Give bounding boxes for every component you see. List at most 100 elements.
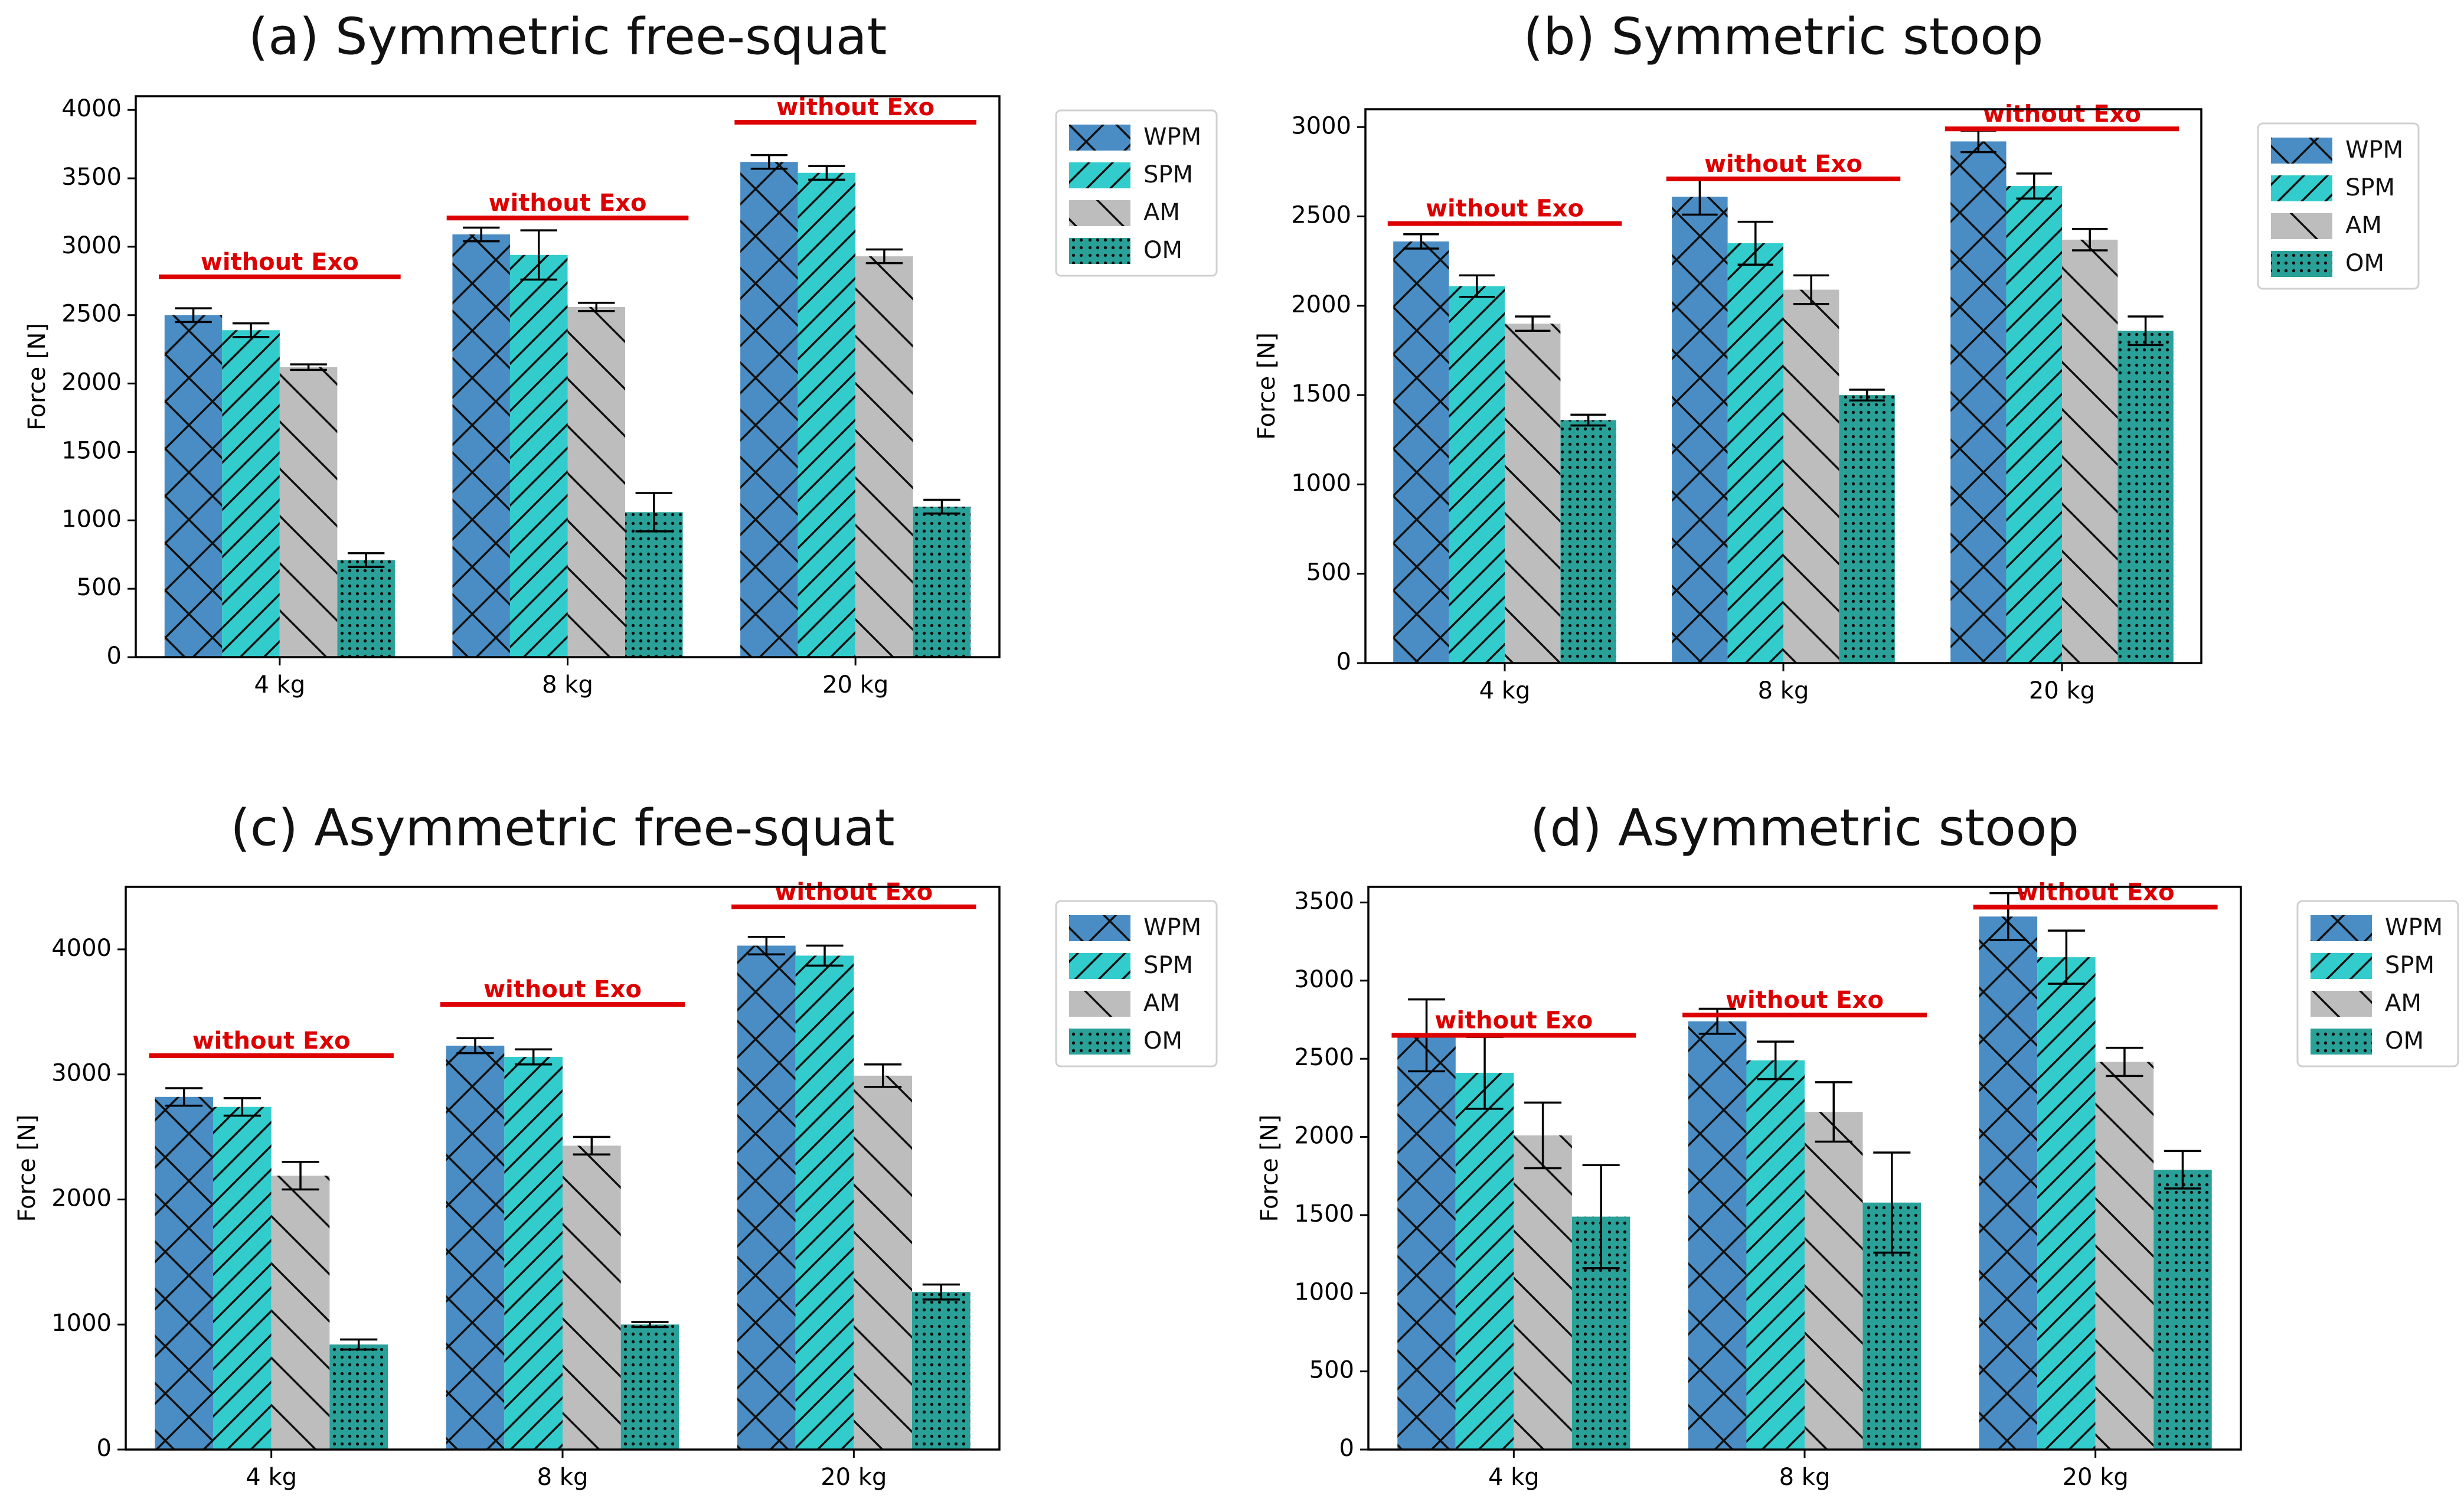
error-bar — [223, 1097, 261, 1117]
legend-label-om: OM — [1143, 237, 1182, 264]
error-bar — [462, 226, 500, 243]
error-bar — [573, 1135, 610, 1156]
error-bar — [456, 1037, 494, 1055]
error-bar — [2164, 1150, 2201, 1190]
error-bar — [635, 492, 673, 533]
without-exo-label: without Exo — [201, 249, 359, 276]
error-bar — [515, 1048, 553, 1066]
error-bar — [1989, 892, 2027, 941]
legend-label-am: AM — [2385, 990, 2421, 1017]
y-tick-label: 1000 — [1291, 469, 1351, 497]
y-tick-label: 2000 — [1291, 291, 1351, 318]
error-bar — [806, 944, 844, 967]
bar-wpm-8kg — [452, 234, 510, 657]
y-tick-label: 1500 — [1294, 1200, 1354, 1228]
y-tick-label: 3000 — [51, 1060, 112, 1087]
y-tick-label: 4000 — [51, 935, 112, 962]
legend-box — [2296, 900, 2459, 1068]
without-exo-label: without Exo — [775, 879, 933, 906]
error-bar — [1737, 220, 1774, 266]
without-exo-label: without Exo — [2017, 879, 2175, 906]
error-bar — [750, 154, 788, 170]
x-tick-label: 20 kg — [2063, 1464, 2129, 1491]
bar-spm-4kg — [213, 1106, 272, 1450]
bar-wpm-8kg — [1688, 1021, 1747, 1450]
bar-wpm-20kg — [737, 945, 796, 1450]
y-tick-label: 3000 — [1291, 112, 1351, 139]
legend-swatch-wpm — [2311, 915, 2372, 941]
legend-label-om: OM — [1143, 1027, 1182, 1055]
x-tick-label: 4 kg — [246, 1464, 297, 1491]
bar-am-4kg — [271, 1176, 330, 1450]
legend: WPM SPM AM OM — [1055, 900, 1218, 1068]
chart-panel-a: (a) Symmetric free-squat 0 500 1000 1500 2000… — [24, 7, 1218, 698]
chart-title: (c) Asymmetric free-squat — [230, 798, 894, 857]
without-exo-label: without Exo — [1704, 151, 1862, 178]
y-tick-label: 3500 — [61, 164, 122, 191]
without-exo-label: without Exo — [1726, 987, 1884, 1014]
bar-om-20kg — [2153, 1170, 2212, 1450]
error-bar — [165, 1087, 203, 1107]
bar-am-8kg — [1783, 289, 1839, 663]
bar-om-20kg — [912, 1292, 970, 1450]
y-tick-label: 2000 — [61, 369, 122, 396]
legend: WPM SPM AM OM — [1055, 109, 1218, 277]
bar-am-4kg — [279, 367, 338, 657]
error-bar — [290, 363, 327, 371]
legend-label-wpm: WPM — [2385, 914, 2443, 941]
error-bar — [282, 1161, 319, 1191]
legend-label-om: OM — [2385, 1027, 2424, 1055]
x-tick-label: 4 kg — [254, 671, 305, 698]
y-tick-label: 0 — [97, 1435, 112, 1462]
without-exo-label: without Exo — [776, 94, 934, 121]
without-exo-label: without Exo — [192, 1027, 351, 1055]
error-bar — [1793, 274, 1829, 305]
bar-wpm-20kg — [1950, 141, 2007, 663]
x-tick-label: 8 kg — [537, 1464, 589, 1491]
error-bar — [1815, 1081, 1852, 1143]
y-tick-label: 0 — [1339, 1435, 1354, 1462]
bar-om-4kg — [1560, 420, 1616, 663]
bar-wpm-8kg — [446, 1045, 505, 1450]
error-bar — [808, 165, 845, 181]
error-bar — [232, 322, 270, 338]
error-bar — [865, 248, 903, 265]
y-tick-label: 500 — [1309, 1357, 1354, 1384]
y-axis-label: Force [N] — [14, 1114, 41, 1222]
y-tick-label: 1500 — [1291, 380, 1351, 407]
bar-spm-20kg — [798, 172, 856, 657]
legend-label-spm: SPM — [2345, 174, 2395, 201]
legend-box — [1055, 900, 1218, 1068]
error-bar — [347, 552, 385, 568]
without-exo-label: without Exo — [489, 190, 647, 217]
bar-am-8kg — [1805, 1112, 1863, 1450]
bar-am-4kg — [1505, 324, 1561, 663]
error-bar — [2128, 315, 2164, 347]
y-tick-label: 3000 — [61, 232, 122, 259]
chart-title: (d) Asymmetric stoop — [1530, 798, 2079, 857]
bar-wpm-8kg — [1672, 197, 1728, 663]
error-bar — [2106, 1046, 2143, 1078]
bar-am-8kg — [563, 1145, 621, 1450]
legend-swatch-spm — [2311, 953, 2372, 979]
bar-spm-4kg — [1449, 286, 1505, 664]
without-exo-label: without Exo — [1426, 195, 1584, 223]
legend-swatch-om — [2271, 251, 2332, 277]
legend-box — [2257, 122, 2420, 290]
bar-om-8kg — [1839, 395, 1895, 663]
bar-spm-20kg — [795, 955, 854, 1450]
x-tick-label: 20 kg — [821, 1464, 887, 1491]
legend-swatch-wpm — [1069, 915, 1130, 941]
y-tick-label: 3500 — [1294, 887, 1354, 915]
chart-title: (a) Symmetric free-squat — [249, 7, 887, 66]
bar-om-20kg — [2117, 331, 2174, 663]
chart-panel-d: (d) Asymmetric stoop 0 500 1000 1500 2000 2500… — [1256, 798, 2459, 1491]
bar-om-20kg — [913, 507, 971, 657]
legend-swatch-wpm — [2271, 138, 2332, 164]
error-bar — [923, 498, 960, 515]
x-tick-label: 4 kg — [1479, 677, 1531, 704]
y-tick-label: 1000 — [51, 1310, 112, 1337]
bar-spm-20kg — [2037, 957, 2096, 1450]
x-tick-label: 20 kg — [822, 671, 888, 698]
legend-swatch-am — [2271, 213, 2332, 239]
